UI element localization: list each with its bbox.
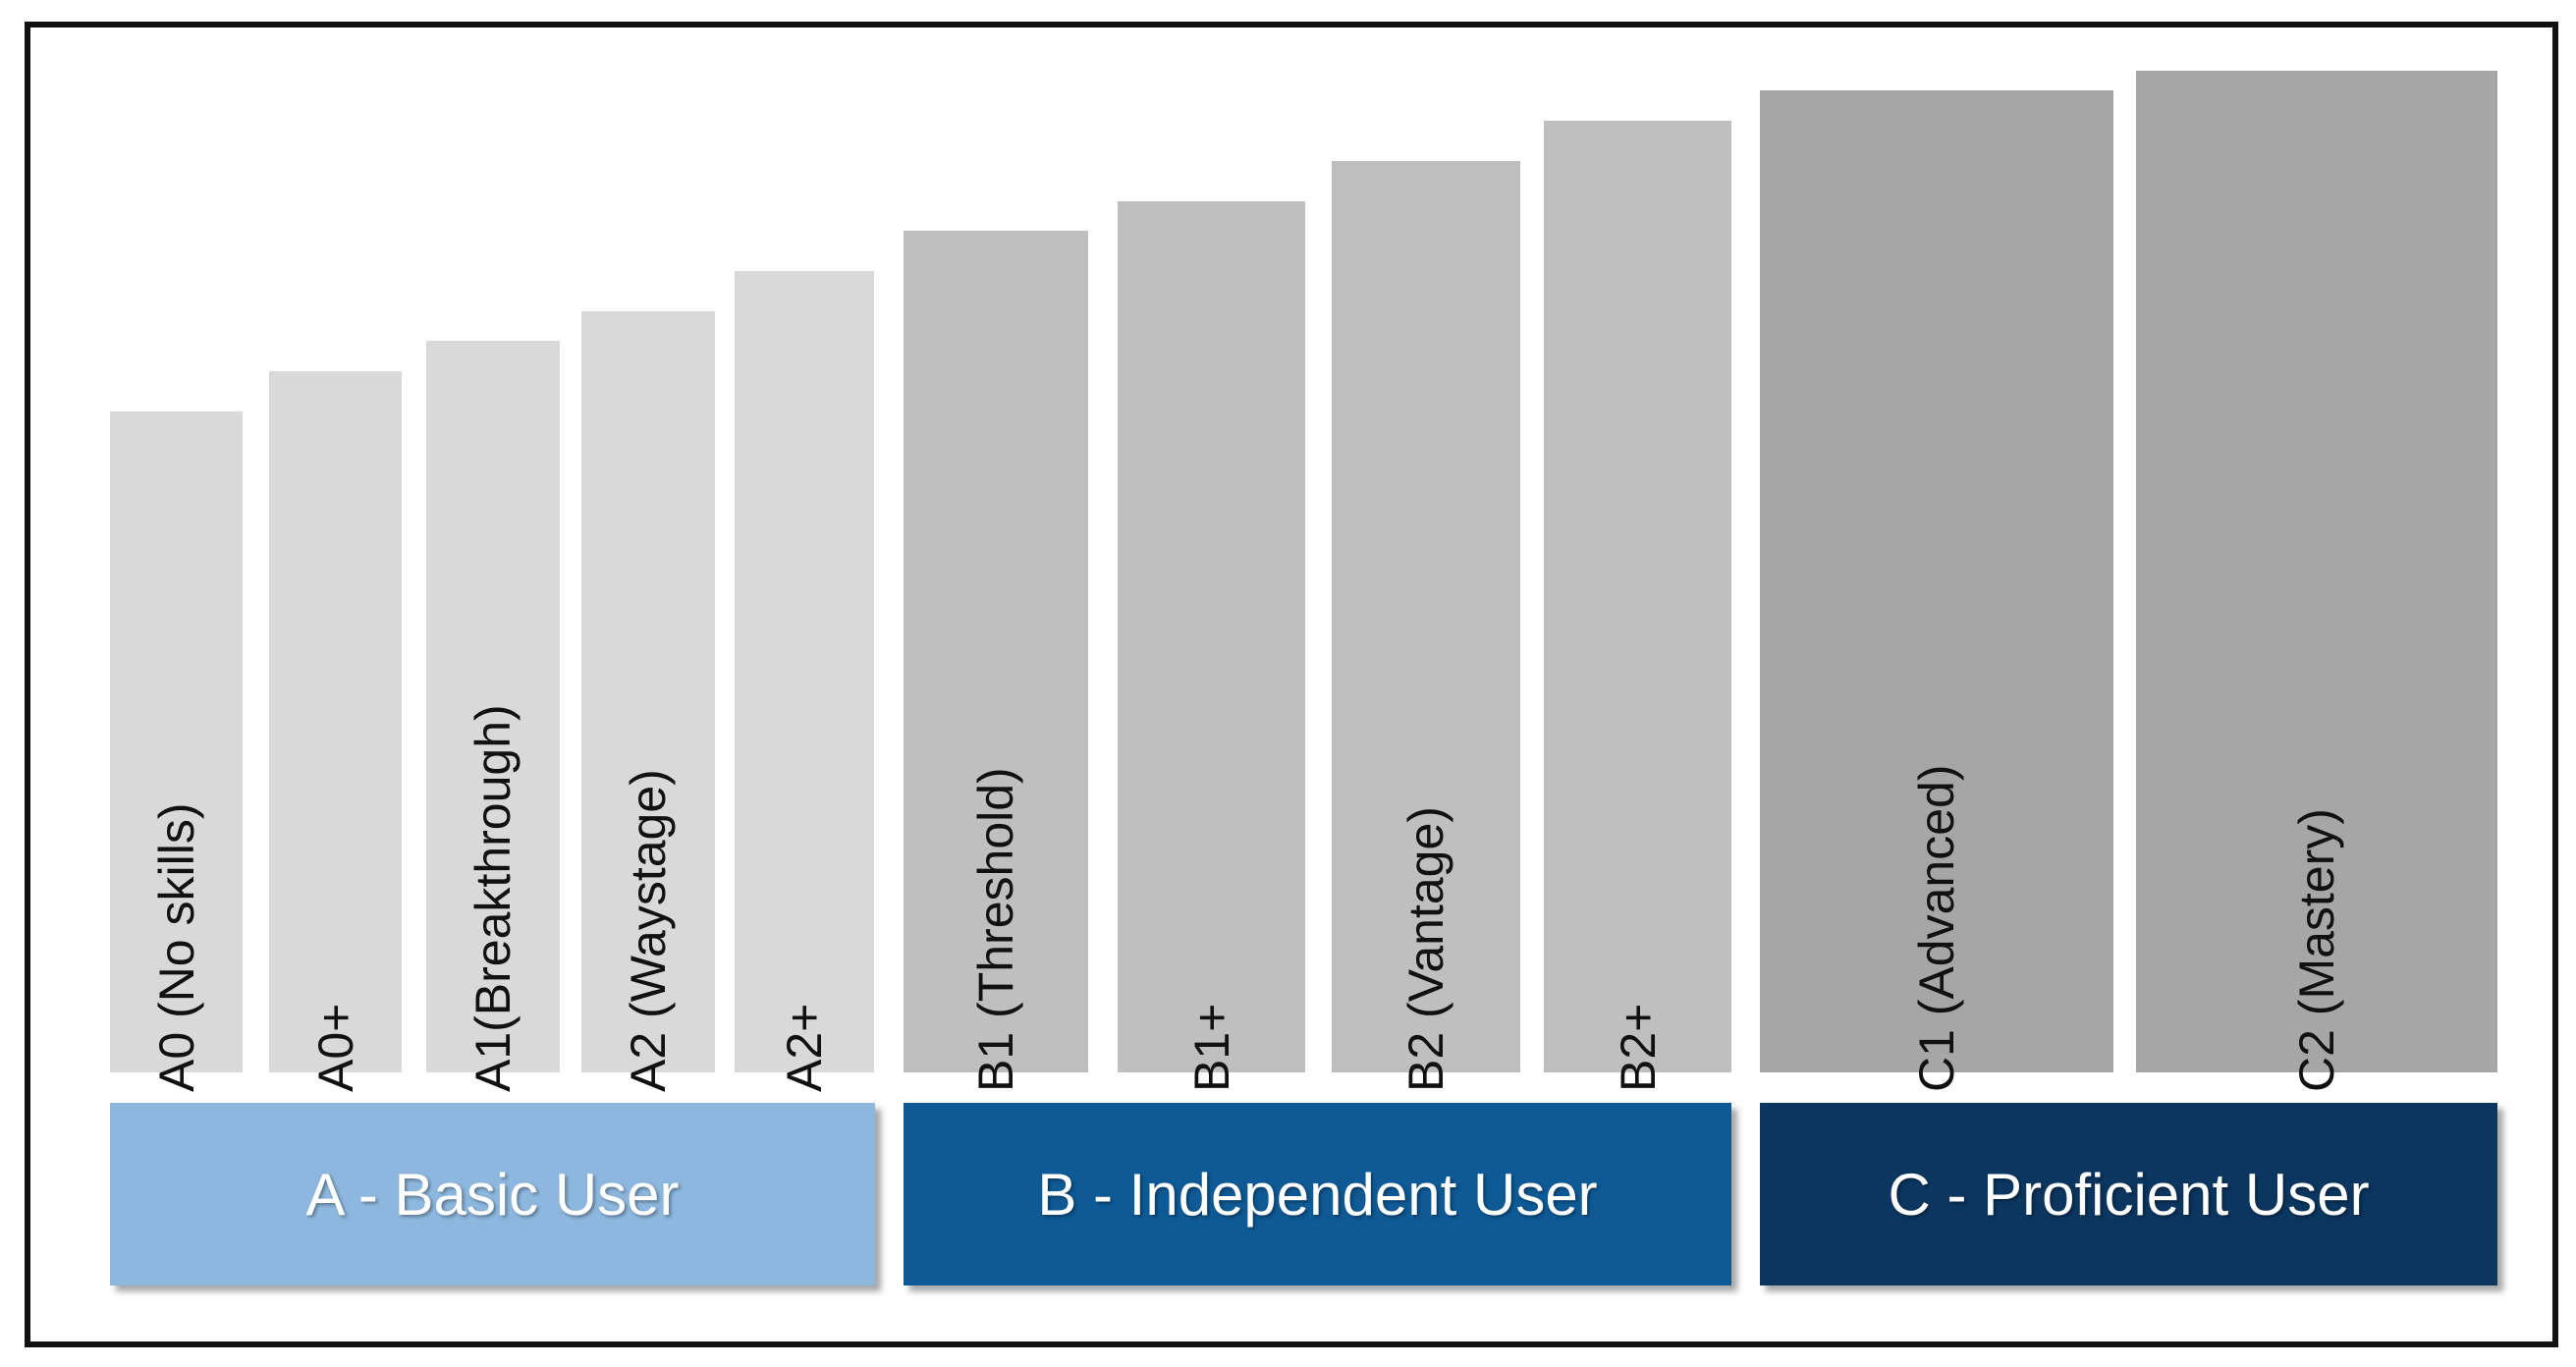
level-label: A2+ xyxy=(777,1003,832,1092)
level-bar: A0+ xyxy=(269,371,402,1092)
group-a-basic-user: A - Basic User xyxy=(110,1103,875,1285)
level-label: B2 (Vantage) xyxy=(1398,806,1453,1092)
level-label: A2 (Waystage) xyxy=(621,769,676,1092)
level-bar: C2 (Mastery) xyxy=(2136,71,2497,1092)
level-label: C1 (Advanced) xyxy=(1909,764,1964,1093)
group-c-proficient-user: C - Proficient User xyxy=(1760,1103,2497,1285)
group-b-independent-user: B - Independent User xyxy=(904,1103,1731,1285)
level-label: A0+ xyxy=(307,1003,363,1092)
level-bar: A0 (No skills) xyxy=(110,411,243,1092)
level-label: B1+ xyxy=(1183,1003,1239,1092)
level-bar: A2 (Waystage) xyxy=(581,311,715,1092)
level-bar: A2+ xyxy=(735,271,874,1092)
level-bar: B1 (Threshold) xyxy=(904,231,1088,1092)
level-label: A1(Breakthrough) xyxy=(466,704,521,1092)
group-a-label: A - Basic User xyxy=(305,1161,680,1228)
level-bar: B2 (Vantage) xyxy=(1332,161,1520,1092)
level-bar: B1+ xyxy=(1118,201,1305,1092)
level-label: C2 (Mastery) xyxy=(2289,808,2344,1092)
level-bar: B2+ xyxy=(1544,121,1731,1092)
group-c-label: C - Proficient User xyxy=(1888,1161,2370,1228)
group-b-label: B - Independent User xyxy=(1037,1161,1598,1228)
level-label: B2+ xyxy=(1610,1003,1666,1092)
level-bar: A1(Breakthrough) xyxy=(426,341,560,1092)
level-bar: C1 (Advanced) xyxy=(1760,90,2113,1092)
level-label: B1 (Threshold) xyxy=(968,767,1023,1092)
level-label: A0 (No skills) xyxy=(148,802,204,1092)
